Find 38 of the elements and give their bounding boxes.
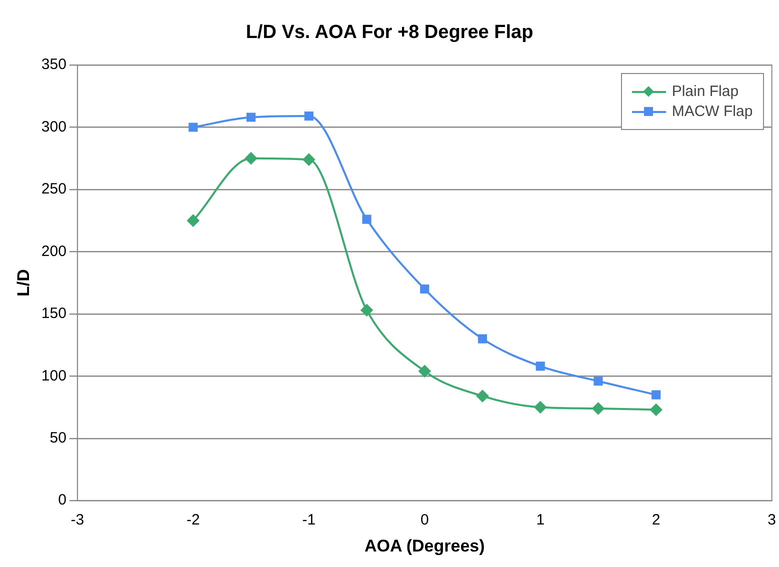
point [362,214,372,224]
point [594,376,603,386]
legend-label: Plain Flap [672,83,739,100]
y-axis-title: L/D [14,269,33,296]
y-tick-label: 150 [41,305,66,322]
x-tick-label: -2 [186,512,200,529]
point [478,334,488,344]
legend-label: MACW Flap [672,103,753,120]
point [304,111,314,121]
y-tick-label: 200 [41,242,66,260]
x-tick-label: 0 [420,512,429,529]
point [188,122,198,132]
point [246,112,256,122]
x-tick-label: 1 [536,512,545,529]
y-tick-label: 250 [41,180,66,198]
point [245,152,258,164]
x-tick-label: -3 [70,512,84,529]
chart-title: L/D Vs. AOA For +8 Degree Flap [244,22,534,44]
y-tick-label: 350 [41,56,66,74]
point [652,390,661,400]
x-tick-label: 2 [652,512,660,529]
point [360,304,373,316]
x-tick-label: 3 [768,512,776,529]
point [187,214,200,227]
y-tick-label: 0 [58,492,66,509]
point [650,404,662,416]
point [476,390,488,402]
point [302,154,315,166]
point [592,402,604,414]
point [536,362,545,371]
x-tick-label: -1 [302,512,316,529]
point [418,365,431,378]
y-tick-label: 300 [41,118,66,136]
x-axis-title: AOA (Degrees) [364,536,485,556]
point [534,401,546,414]
y-tick-label: 50 [50,430,66,447]
y-tick-label: 100 [41,367,66,384]
point [420,284,430,294]
